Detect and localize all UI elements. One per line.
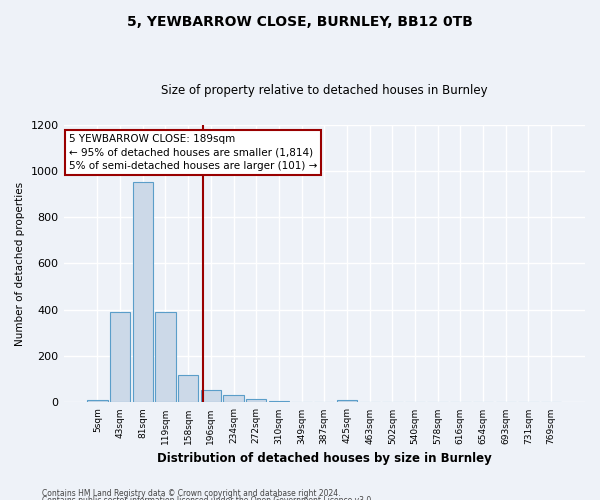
Bar — [246, 399, 266, 402]
Bar — [87, 400, 107, 402]
X-axis label: Distribution of detached houses by size in Burnley: Distribution of detached houses by size … — [157, 452, 491, 465]
Bar — [223, 396, 244, 402]
Text: 5, YEWBARROW CLOSE, BURNLEY, BB12 0TB: 5, YEWBARROW CLOSE, BURNLEY, BB12 0TB — [127, 15, 473, 29]
Bar — [133, 182, 153, 402]
Title: Size of property relative to detached houses in Burnley: Size of property relative to detached ho… — [161, 84, 488, 97]
Text: Contains HM Land Registry data © Crown copyright and database right 2024.: Contains HM Land Registry data © Crown c… — [42, 488, 341, 498]
Text: Contains public sector information licensed under the Open Government Licence v3: Contains public sector information licen… — [42, 496, 374, 500]
Bar — [200, 390, 221, 402]
Bar — [337, 400, 357, 402]
Text: 5 YEWBARROW CLOSE: 189sqm
← 95% of detached houses are smaller (1,814)
5% of sem: 5 YEWBARROW CLOSE: 189sqm ← 95% of detac… — [69, 134, 317, 170]
Y-axis label: Number of detached properties: Number of detached properties — [15, 182, 25, 346]
Bar — [269, 401, 289, 402]
Bar — [155, 312, 176, 402]
Bar — [178, 374, 199, 402]
Bar — [110, 312, 130, 402]
